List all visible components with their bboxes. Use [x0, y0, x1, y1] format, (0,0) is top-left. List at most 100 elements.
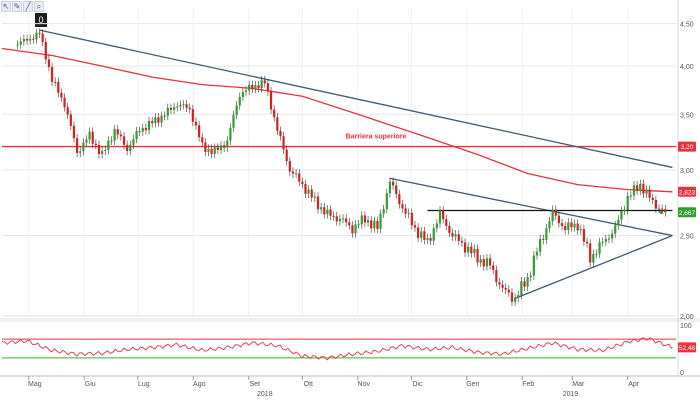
- candle-body: [41, 33, 44, 42]
- candle-body: [532, 255, 535, 276]
- x-tick-label: Giu: [85, 381, 96, 388]
- candle-body: [442, 210, 445, 220]
- candle-body: [636, 185, 639, 191]
- candle-body: [69, 114, 72, 126]
- candle-body: [401, 204, 404, 209]
- price-tag: [678, 141, 696, 152]
- candle-body: [570, 222, 573, 228]
- candle-body: [213, 147, 216, 154]
- candle-body: [488, 258, 492, 266]
- candle-body: [479, 259, 482, 263]
- candle-body: [523, 281, 526, 287]
- candle-body: [201, 137, 204, 143]
- candle-body: [126, 144, 129, 151]
- candle-body: [601, 241, 604, 243]
- candle-body: [169, 107, 173, 110]
- candle-body: [517, 295, 520, 298]
- candle-body: [122, 136, 126, 145]
- candle-body: [557, 215, 560, 224]
- price-tag-label: 2,667: [679, 210, 696, 217]
- candle-body: [404, 208, 407, 214]
- candle-body: [97, 144, 101, 155]
- candle-body: [651, 197, 654, 201]
- candle-body: [254, 85, 257, 89]
- zoom-tool-icon[interactable]: ⌕: [34, 1, 44, 12]
- candle-body: [507, 289, 510, 293]
- candle-body: [301, 181, 304, 185]
- candle-body: [335, 216, 338, 222]
- candle-body: [332, 215, 335, 217]
- candle-body: [664, 209, 667, 213]
- last-price-dot: [659, 210, 664, 215]
- candle-body: [223, 145, 226, 148]
- y-tick-label: 3,50: [680, 112, 694, 119]
- candle-body: [420, 231, 423, 238]
- candle-body: [91, 131, 94, 144]
- pencil-tool-icon[interactable]: ✎: [12, 1, 22, 12]
- x-tick-label: Ago: [193, 381, 206, 388]
- candle-body: [626, 195, 629, 210]
- candle-body: [119, 134, 122, 137]
- candle-body: [513, 297, 517, 302]
- candle-body: [207, 148, 210, 152]
- candle-body: [410, 212, 413, 226]
- candle-body: [188, 107, 191, 110]
- candle-body: [113, 129, 116, 141]
- candle-body: [376, 220, 379, 229]
- price-tag: [678, 207, 696, 218]
- candle-body: [492, 265, 495, 270]
- candle-body: [413, 225, 417, 228]
- candle-body: [22, 39, 26, 42]
- candle-body: [198, 125, 201, 138]
- candle-body: [645, 189, 648, 194]
- candle-body: [467, 246, 470, 253]
- candle-body: [75, 138, 79, 153]
- candle-body: [298, 173, 301, 182]
- candle-body: [607, 238, 611, 240]
- candle-body: [135, 131, 138, 139]
- candle-body: [282, 136, 285, 150]
- candle-body: [179, 104, 182, 107]
- candle-body: [595, 253, 598, 255]
- candle-body: [589, 243, 592, 263]
- candle-body: [598, 242, 601, 254]
- candle-body: [163, 115, 166, 117]
- y-tick-label: 4,50: [680, 22, 694, 29]
- x-tick-label: Nov: [358, 381, 371, 388]
- candle-body: [460, 240, 464, 243]
- candle-body: [623, 209, 626, 211]
- candle-body: [160, 115, 163, 123]
- candle-body: [263, 80, 266, 84]
- candle-body: [388, 181, 392, 194]
- candle-body: [25, 39, 29, 41]
- candle-body: [473, 248, 476, 254]
- candle-body: [451, 232, 454, 237]
- y-tick-label: 4,00: [680, 64, 694, 71]
- candle-body: [16, 44, 19, 46]
- candle-body: [632, 185, 636, 196]
- triangle-lower-line: [514, 234, 673, 300]
- candle-body: [629, 195, 632, 197]
- pointer-tool-icon[interactable]: ↖: [1, 1, 11, 12]
- candle-body: [354, 224, 357, 234]
- candle-body: [85, 139, 88, 143]
- x-tick-label: Ott: [304, 381, 313, 388]
- rsi-y-tick-label: 100: [680, 323, 692, 330]
- candle-body: [50, 67, 54, 82]
- candle-body: [576, 223, 579, 231]
- candle-body: [326, 209, 329, 215]
- line-tool-icon[interactable]: ╱: [23, 1, 33, 12]
- candle-body: [357, 224, 360, 226]
- candle-body: [257, 85, 260, 89]
- candle-body: [617, 219, 620, 226]
- candle-body: [338, 218, 341, 222]
- candle-body: [151, 120, 154, 124]
- barrier-label: Barriera superiore: [346, 134, 407, 141]
- candle-body: [395, 185, 398, 195]
- candle-body: [38, 32, 41, 34]
- candle-body: [60, 92, 63, 98]
- candle-body: [279, 130, 282, 137]
- candle-body: [363, 215, 367, 223]
- candle-body: [614, 225, 617, 234]
